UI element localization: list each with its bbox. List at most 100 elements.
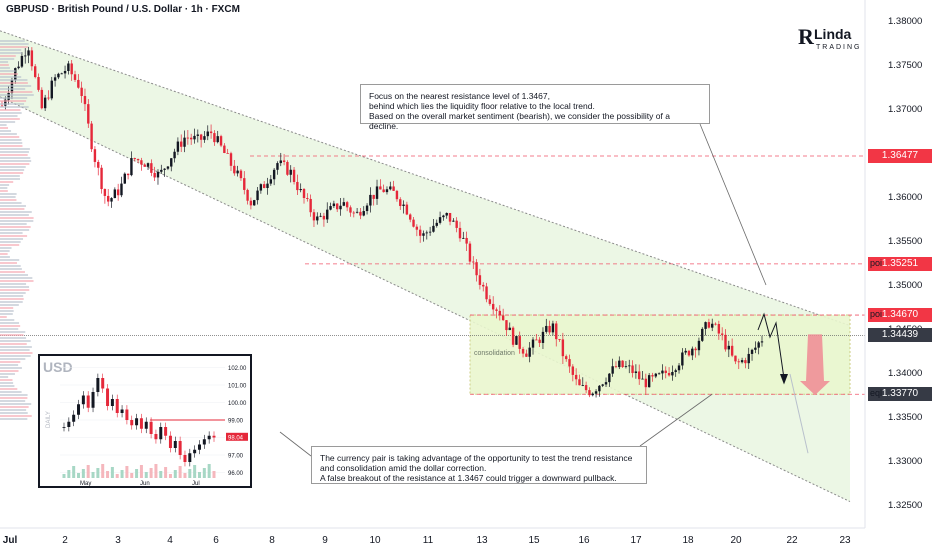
inset-x-tick: May <box>80 481 91 486</box>
candle-body <box>289 169 292 175</box>
candle-body <box>734 355 737 362</box>
candle-body <box>644 378 648 388</box>
y-tick-label: 1.32500 <box>888 500 923 511</box>
candle-body <box>276 163 279 170</box>
candle-body <box>760 341 764 343</box>
candle-body <box>306 198 309 199</box>
profile-bar <box>0 97 28 99</box>
candle-body <box>113 189 117 199</box>
candle-body <box>332 203 336 207</box>
candle-body <box>399 199 402 206</box>
inset-y-tick: 99.00 <box>228 419 244 425</box>
inset-volume-bar <box>139 465 143 478</box>
candles <box>0 46 764 398</box>
profile-bar <box>0 100 27 102</box>
candle-body <box>213 133 216 143</box>
inset-volume-bar <box>62 474 66 478</box>
inset-volume-bar <box>197 472 201 478</box>
y-tick-label: 1.37500 <box>888 60 923 71</box>
profile-bar <box>0 388 18 390</box>
candle-body <box>525 353 528 357</box>
candle-body <box>465 237 468 244</box>
profile-bar <box>0 295 24 297</box>
candle-body <box>727 345 731 350</box>
candle-body <box>674 370 677 372</box>
candle-body <box>362 211 365 216</box>
inset-volume-bar <box>120 470 124 478</box>
candle-body <box>740 360 744 363</box>
candle-body <box>243 178 246 190</box>
inset-candle-body <box>183 455 187 462</box>
candle-body <box>97 161 100 168</box>
candle-body <box>160 169 163 172</box>
candle-body <box>296 181 299 191</box>
inset-volume-bar <box>72 466 76 478</box>
profile-bar <box>0 331 26 333</box>
profile-bar <box>0 175 20 177</box>
profile-bar <box>0 109 21 111</box>
inset-candle-body <box>173 441 177 448</box>
inset-candle-body <box>168 435 172 448</box>
candle-body <box>667 372 671 376</box>
inset-side-label: DAILY <box>46 411 52 428</box>
profile-bar <box>0 82 28 84</box>
profile-bar <box>0 130 12 132</box>
candle-body <box>262 184 266 189</box>
inset-candle-body <box>101 378 105 389</box>
y-tick-label: 1.34000 <box>888 368 923 379</box>
inset-volume-bar <box>159 471 163 478</box>
inset-volume-bar <box>110 467 114 478</box>
profile-bar <box>0 373 15 375</box>
candle-body <box>422 233 425 236</box>
candle-body <box>183 137 186 147</box>
inset-candle-body <box>207 435 211 440</box>
level-lines <box>0 155 865 395</box>
y-tick-label: 1.33000 <box>888 456 923 467</box>
profile-bar <box>0 139 22 141</box>
profile-bar <box>0 370 19 372</box>
usd-daily-inset: USDDAILY102.00101.00100.0099.0098.0097.0… <box>38 354 252 488</box>
profile-bar <box>0 358 26 360</box>
inset-candle-body <box>193 449 197 454</box>
profile-bar <box>0 277 33 279</box>
inset-volume-bar <box>81 469 85 478</box>
candle-body <box>322 215 326 220</box>
candle-body <box>412 219 415 227</box>
candle-body <box>153 172 156 178</box>
candle-body <box>651 375 654 377</box>
candle-body <box>691 348 694 356</box>
candle-body <box>744 360 747 364</box>
inset-candle-body <box>130 420 134 426</box>
candle-body <box>24 55 27 57</box>
candle-body <box>601 384 604 386</box>
candle-body <box>711 323 714 328</box>
profile-bar <box>0 223 27 225</box>
candle-body <box>717 324 721 334</box>
inset-volume-bar <box>193 465 197 478</box>
profile-bar <box>0 259 20 261</box>
candle-body <box>123 173 126 184</box>
candle-body <box>462 237 465 239</box>
candle-body <box>206 131 209 137</box>
bottom-callout-line-3: A false breakout of the resistance at 1.… <box>320 473 617 483</box>
inset-candle-body <box>139 418 143 429</box>
profile-bar <box>0 202 22 204</box>
svg-text:Linda: Linda <box>814 26 852 42</box>
profile-bar <box>0 211 32 213</box>
inset-volume-bar <box>164 467 168 478</box>
candle-body <box>671 371 674 376</box>
inset-candle-body <box>91 392 95 408</box>
candle-body <box>405 204 409 215</box>
candle-body <box>233 165 236 174</box>
inset-y-tick: 100.00 <box>228 401 247 407</box>
profile-bar <box>0 118 20 120</box>
candle-body <box>282 160 286 162</box>
candle-body <box>50 80 53 99</box>
candle-body <box>687 350 691 356</box>
profile-bar <box>0 286 30 288</box>
candle-body <box>309 198 312 213</box>
candle-body <box>256 190 259 201</box>
profile-bar <box>0 289 30 291</box>
x-tick-label: 9 <box>322 535 328 546</box>
candle-body <box>365 205 369 212</box>
